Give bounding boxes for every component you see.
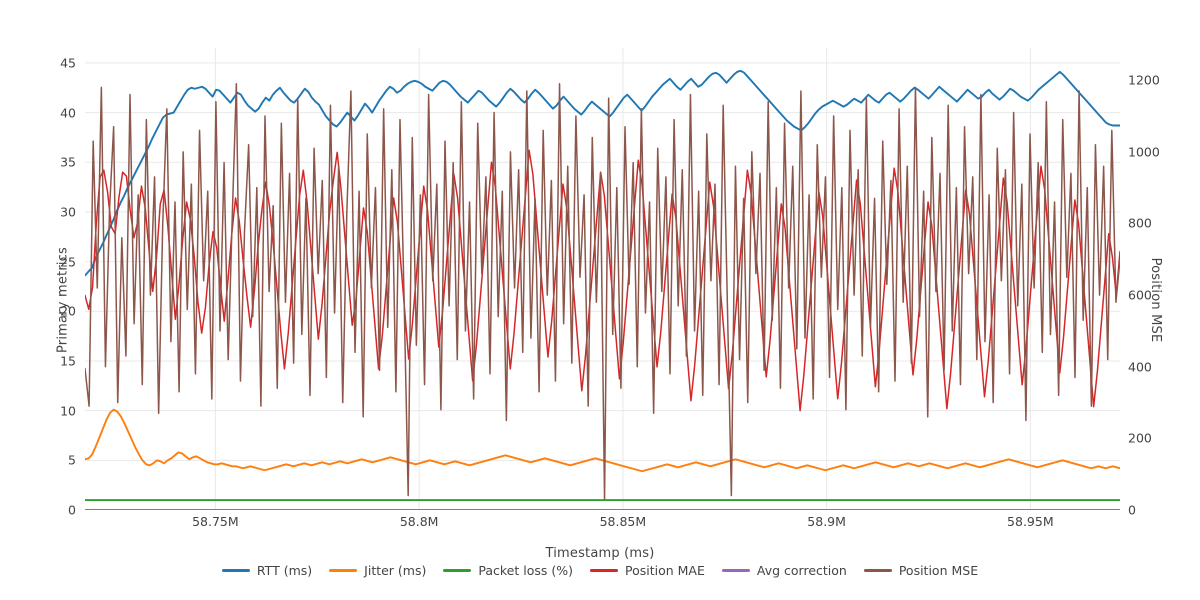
series-lines <box>85 69 1120 510</box>
y-axis-left-tick: 5 <box>68 452 76 468</box>
legend-swatch-icon <box>443 568 472 573</box>
y-axis-left-tick: 35 <box>60 154 76 170</box>
legend-label: Packet loss (%) <box>478 563 573 578</box>
y-axis-left-tick: 45 <box>60 55 76 71</box>
series-line-position-mse <box>85 83 1120 501</box>
y-axis-left-tick: 20 <box>60 303 76 319</box>
x-axis-tick: 58.9M <box>807 514 846 529</box>
y-axis-right-tick: 400 <box>1128 359 1152 375</box>
chart-legend: RTT (ms) Jitter (ms) Packet loss (%) Positi… <box>0 563 1200 578</box>
legend-label: Jitter (ms) <box>364 563 427 578</box>
x-axis-tick: 58.75M <box>192 514 239 529</box>
series-line-jitter-ms <box>85 408 1120 473</box>
legend-label: Position MAE <box>625 563 705 578</box>
legend-item-position-mae[interactable]: Position MAE <box>590 563 705 578</box>
legend-item-position-mse[interactable]: Position MSE <box>863 563 979 578</box>
legend-label: Position MSE <box>898 563 979 578</box>
y-axis-left-tick: 0 <box>68 502 76 518</box>
legend-item-packet-loss[interactable]: Packet loss (%) <box>443 563 573 578</box>
legend-swatch-icon <box>329 568 358 573</box>
y-axis-left-tick: 25 <box>60 254 76 270</box>
series-line-rtt-ms <box>85 69 1120 277</box>
plot-area <box>85 48 1120 510</box>
legend-label: Avg correction <box>756 563 847 578</box>
legend-item-jitter-ms[interactable]: Jitter (ms) <box>329 563 426 578</box>
y-axis-left-tick: 40 <box>60 105 76 121</box>
y-axis-left-tick: 30 <box>60 204 76 220</box>
x-axis-tick: 58.8M <box>399 514 439 529</box>
y-axis-right-tick: 0 <box>1128 502 1136 518</box>
legend-label: RTT (ms) <box>256 563 313 578</box>
legend-swatch-icon <box>590 568 618 573</box>
y-axis-left-tick: 10 <box>60 403 76 419</box>
x-axis-title: Timestamp (ms) <box>545 546 655 561</box>
legend-swatch-icon <box>721 568 750 573</box>
legend-item-avg-correction[interactable]: Avg correction <box>721 563 847 578</box>
y-axis-left-tick: 15 <box>60 353 76 369</box>
chart-svg <box>85 48 1120 510</box>
y-axis-right-tick: 1200 <box>1128 72 1160 88</box>
legend-item-rtt-ms[interactable]: RTT (ms) <box>221 563 313 578</box>
y-axis-right-tick: 200 <box>1128 430 1152 446</box>
y-axis-right-tick: 800 <box>1128 215 1152 231</box>
y-axis-right-tick: 600 <box>1128 287 1152 303</box>
y-axis-right-tick: 1000 <box>1128 144 1160 160</box>
legend-swatch-icon <box>863 568 892 573</box>
x-axis-tick: 58.85M <box>599 514 647 529</box>
x-axis-tick: 58.95M <box>1007 514 1054 529</box>
legend-swatch-icon <box>221 568 250 573</box>
